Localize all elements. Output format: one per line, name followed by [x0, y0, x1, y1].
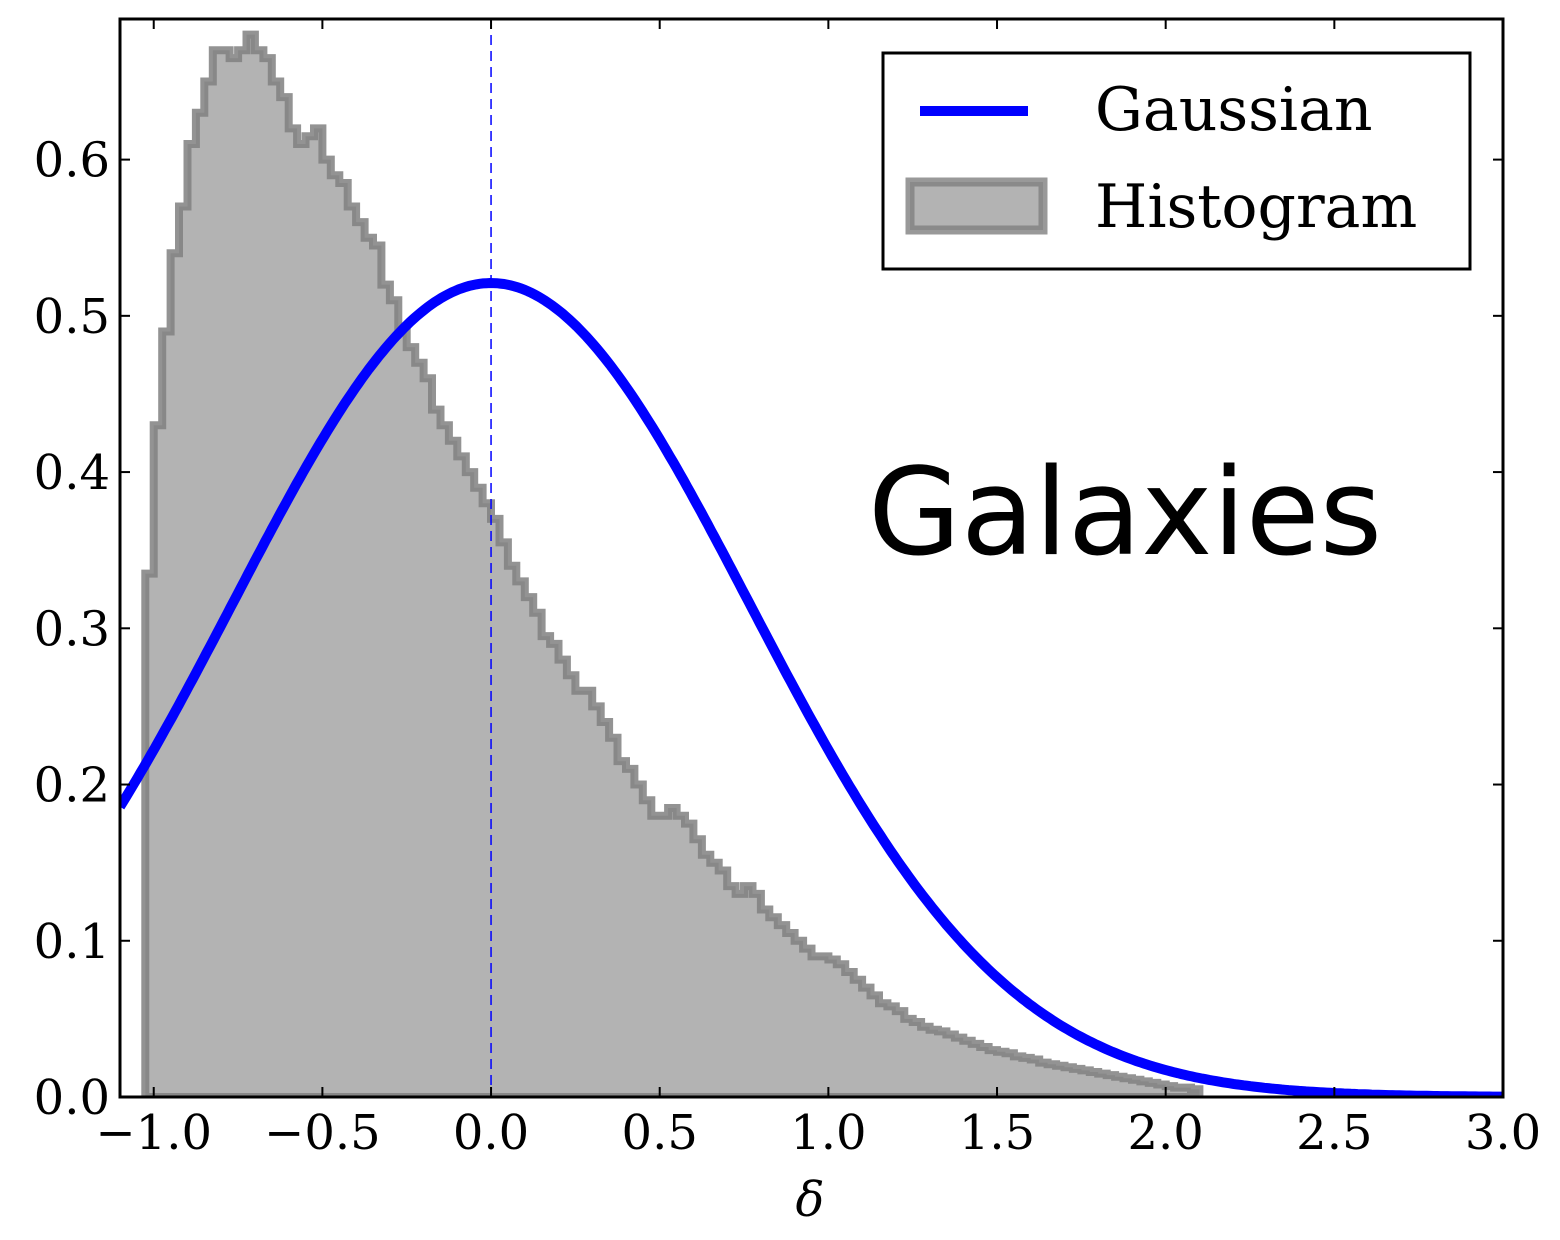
x-axis-ticks: −1.0 −0.5 0.0 0.5 1.0 1.5 2.0 2.5 3.0	[95, 19, 1541, 1161]
x-tick-label: 1.5	[959, 1105, 1035, 1161]
x-tick-label: −0.5	[264, 1105, 381, 1161]
y-tick-label: 0.0	[34, 1070, 110, 1126]
gaussian-series	[120, 277, 1503, 1097]
plot-area	[120, 19, 1503, 1097]
legend-histogram-swatch	[905, 177, 1048, 235]
x-tick-label: 3.0	[1465, 1105, 1541, 1161]
x-axis-label: δ	[796, 1172, 825, 1228]
y-tick-label: 0.5	[34, 289, 110, 345]
y-tick-label: 0.4	[34, 445, 110, 501]
x-tick-label: 0.5	[622, 1105, 698, 1161]
y-tick-label: 0.2	[34, 758, 110, 814]
x-tick-label: 2.0	[1128, 1105, 1204, 1161]
x-tick-label: 0.0	[453, 1105, 529, 1161]
y-tick-label: 0.3	[34, 601, 110, 657]
axes-frame	[118, 17, 1505, 1099]
axes-border	[118, 17, 1505, 1099]
y-tick-label: 0.6	[34, 133, 110, 189]
x-tick-label: −1.0	[95, 1105, 212, 1161]
legend-histogram-label: Histogram	[1095, 172, 1417, 242]
legend-gaussian-label: Gaussian	[1095, 75, 1373, 145]
x-tick-label: 1.0	[790, 1105, 866, 1161]
x-tick-label: 2.5	[1296, 1105, 1372, 1161]
chart-annotation: Galaxies	[868, 444, 1382, 583]
legend: Gaussian Histogram	[881, 51, 1472, 271]
y-tick-label: 0.1	[34, 914, 110, 970]
y-axis-ticks: 0.0 0.1 0.2 0.3 0.4 0.5 0.6	[34, 133, 1503, 1126]
histogram-series	[141, 30, 1204, 1097]
